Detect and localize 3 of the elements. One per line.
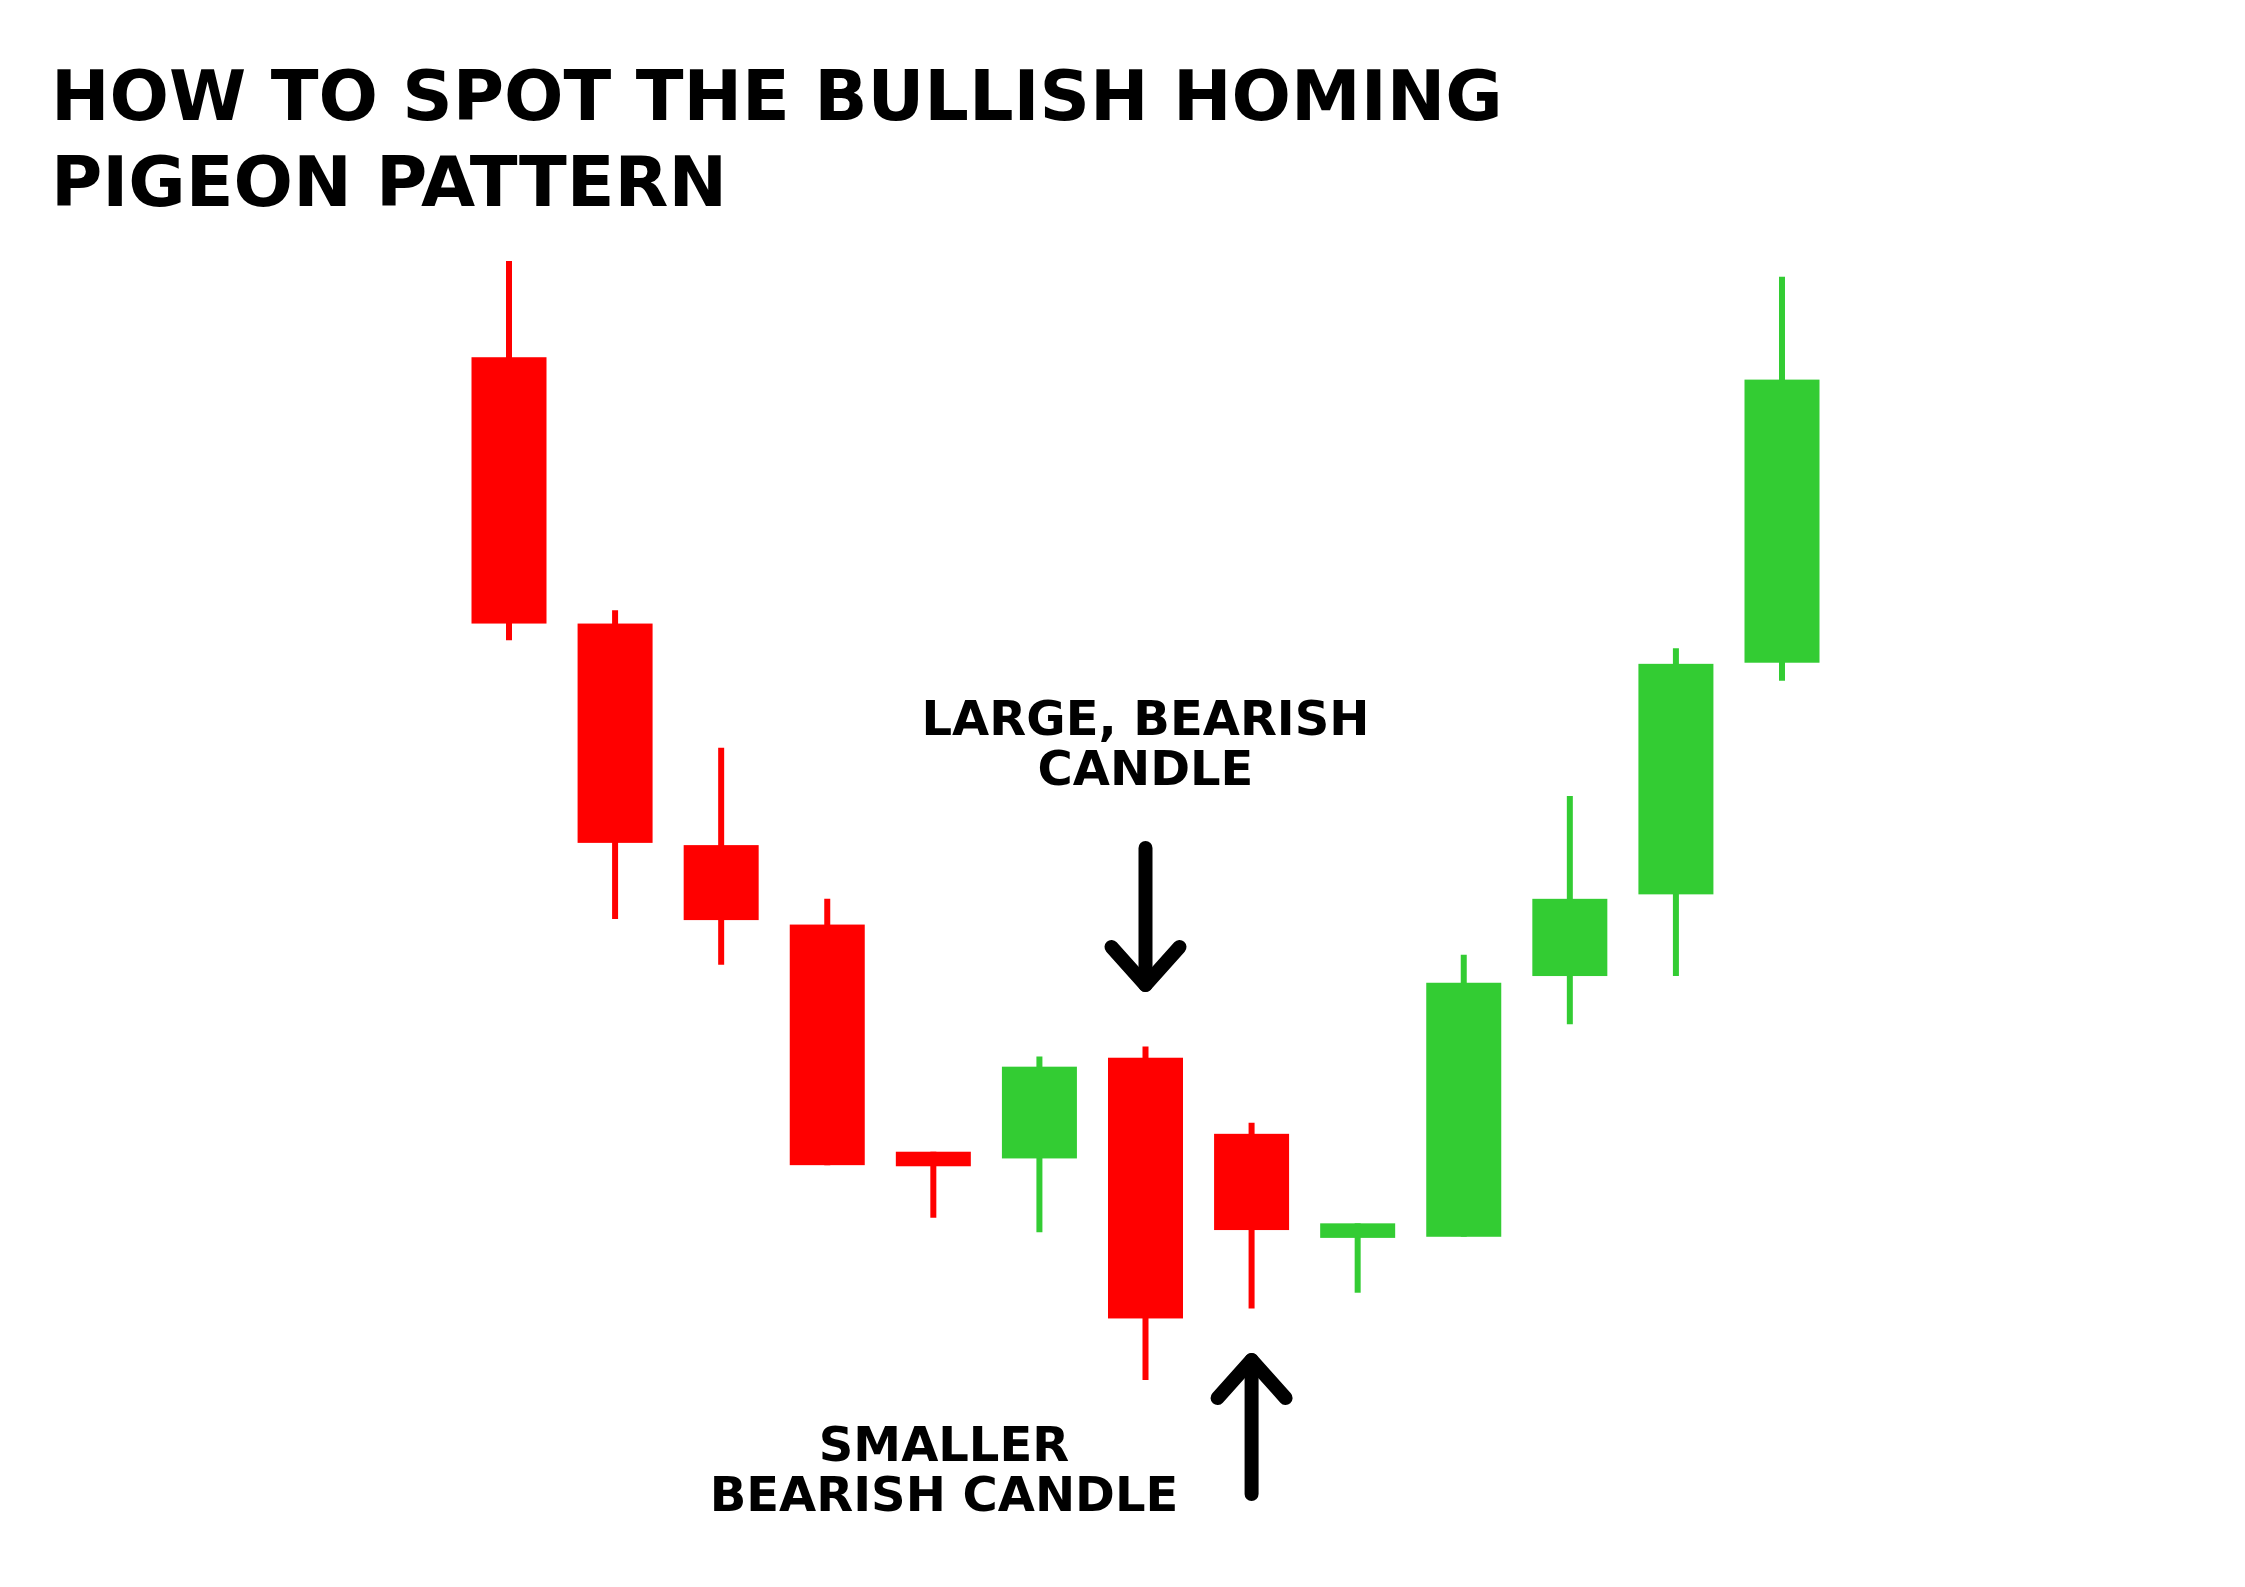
chart-title: HOW TO SPOT THE BULLISH HOMING PIGEON PATTERN <box>51 55 1503 223</box>
annotation: LARGE, BEARISH CANDLE <box>921 690 1370 796</box>
text: SMALLER BEARISH CANDLE <box>709 1416 1179 1522</box>
